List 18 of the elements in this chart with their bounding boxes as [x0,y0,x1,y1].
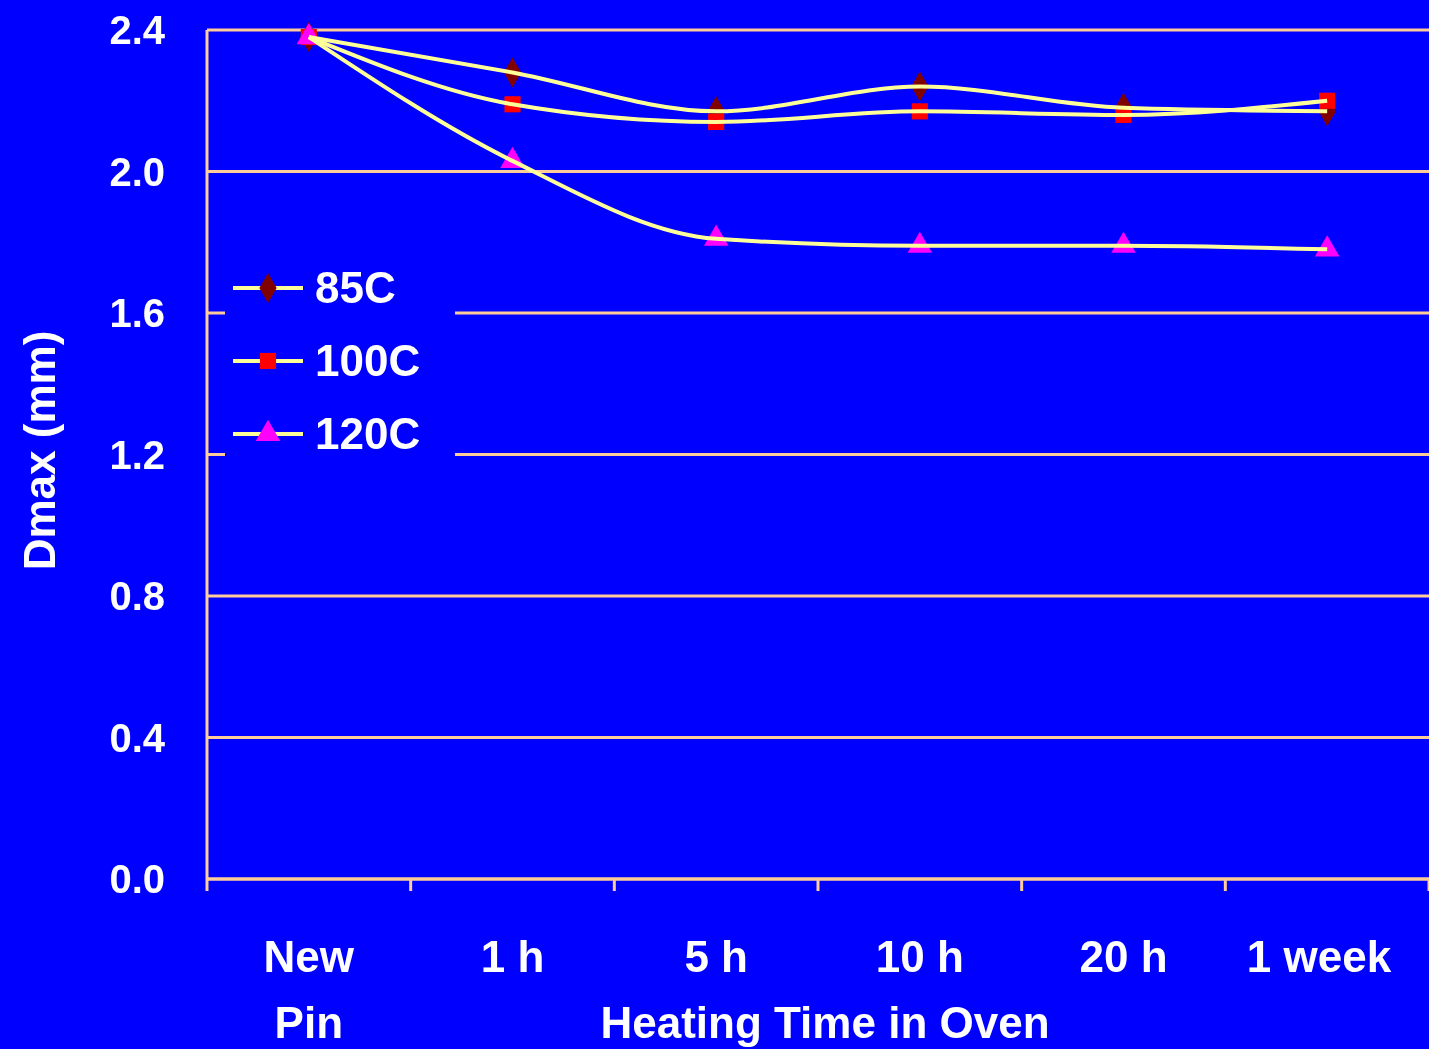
x-axis-title: Heating Time in Oven [600,998,1050,1047]
y-tick-label: 0.4 [109,715,166,760]
y-tick-label: 2.0 [109,149,165,194]
legend-label: 100C [315,336,421,386]
y-tick-label: 1.2 [109,432,165,477]
x-tick-label: 5 h [684,932,748,981]
y-axis-title: Dmax (mm) [15,330,64,571]
legend-label: 85C [315,263,396,313]
x-tick-label: New Pin [263,932,355,1047]
y-tick-label: 1.6 [109,291,165,335]
x-tick-label: 1 week [1246,932,1392,981]
x-tick-label: 10 h [875,932,964,981]
legend-label: 120C [315,409,421,459]
y-tick-label: 2.4 [109,8,166,52]
x-tick-label: 1 h [480,932,545,981]
y-tick-label: 0.8 [109,574,165,618]
x-tick-label: 20 h [1079,932,1168,981]
y-tick-label: 0.0 [109,857,165,901]
